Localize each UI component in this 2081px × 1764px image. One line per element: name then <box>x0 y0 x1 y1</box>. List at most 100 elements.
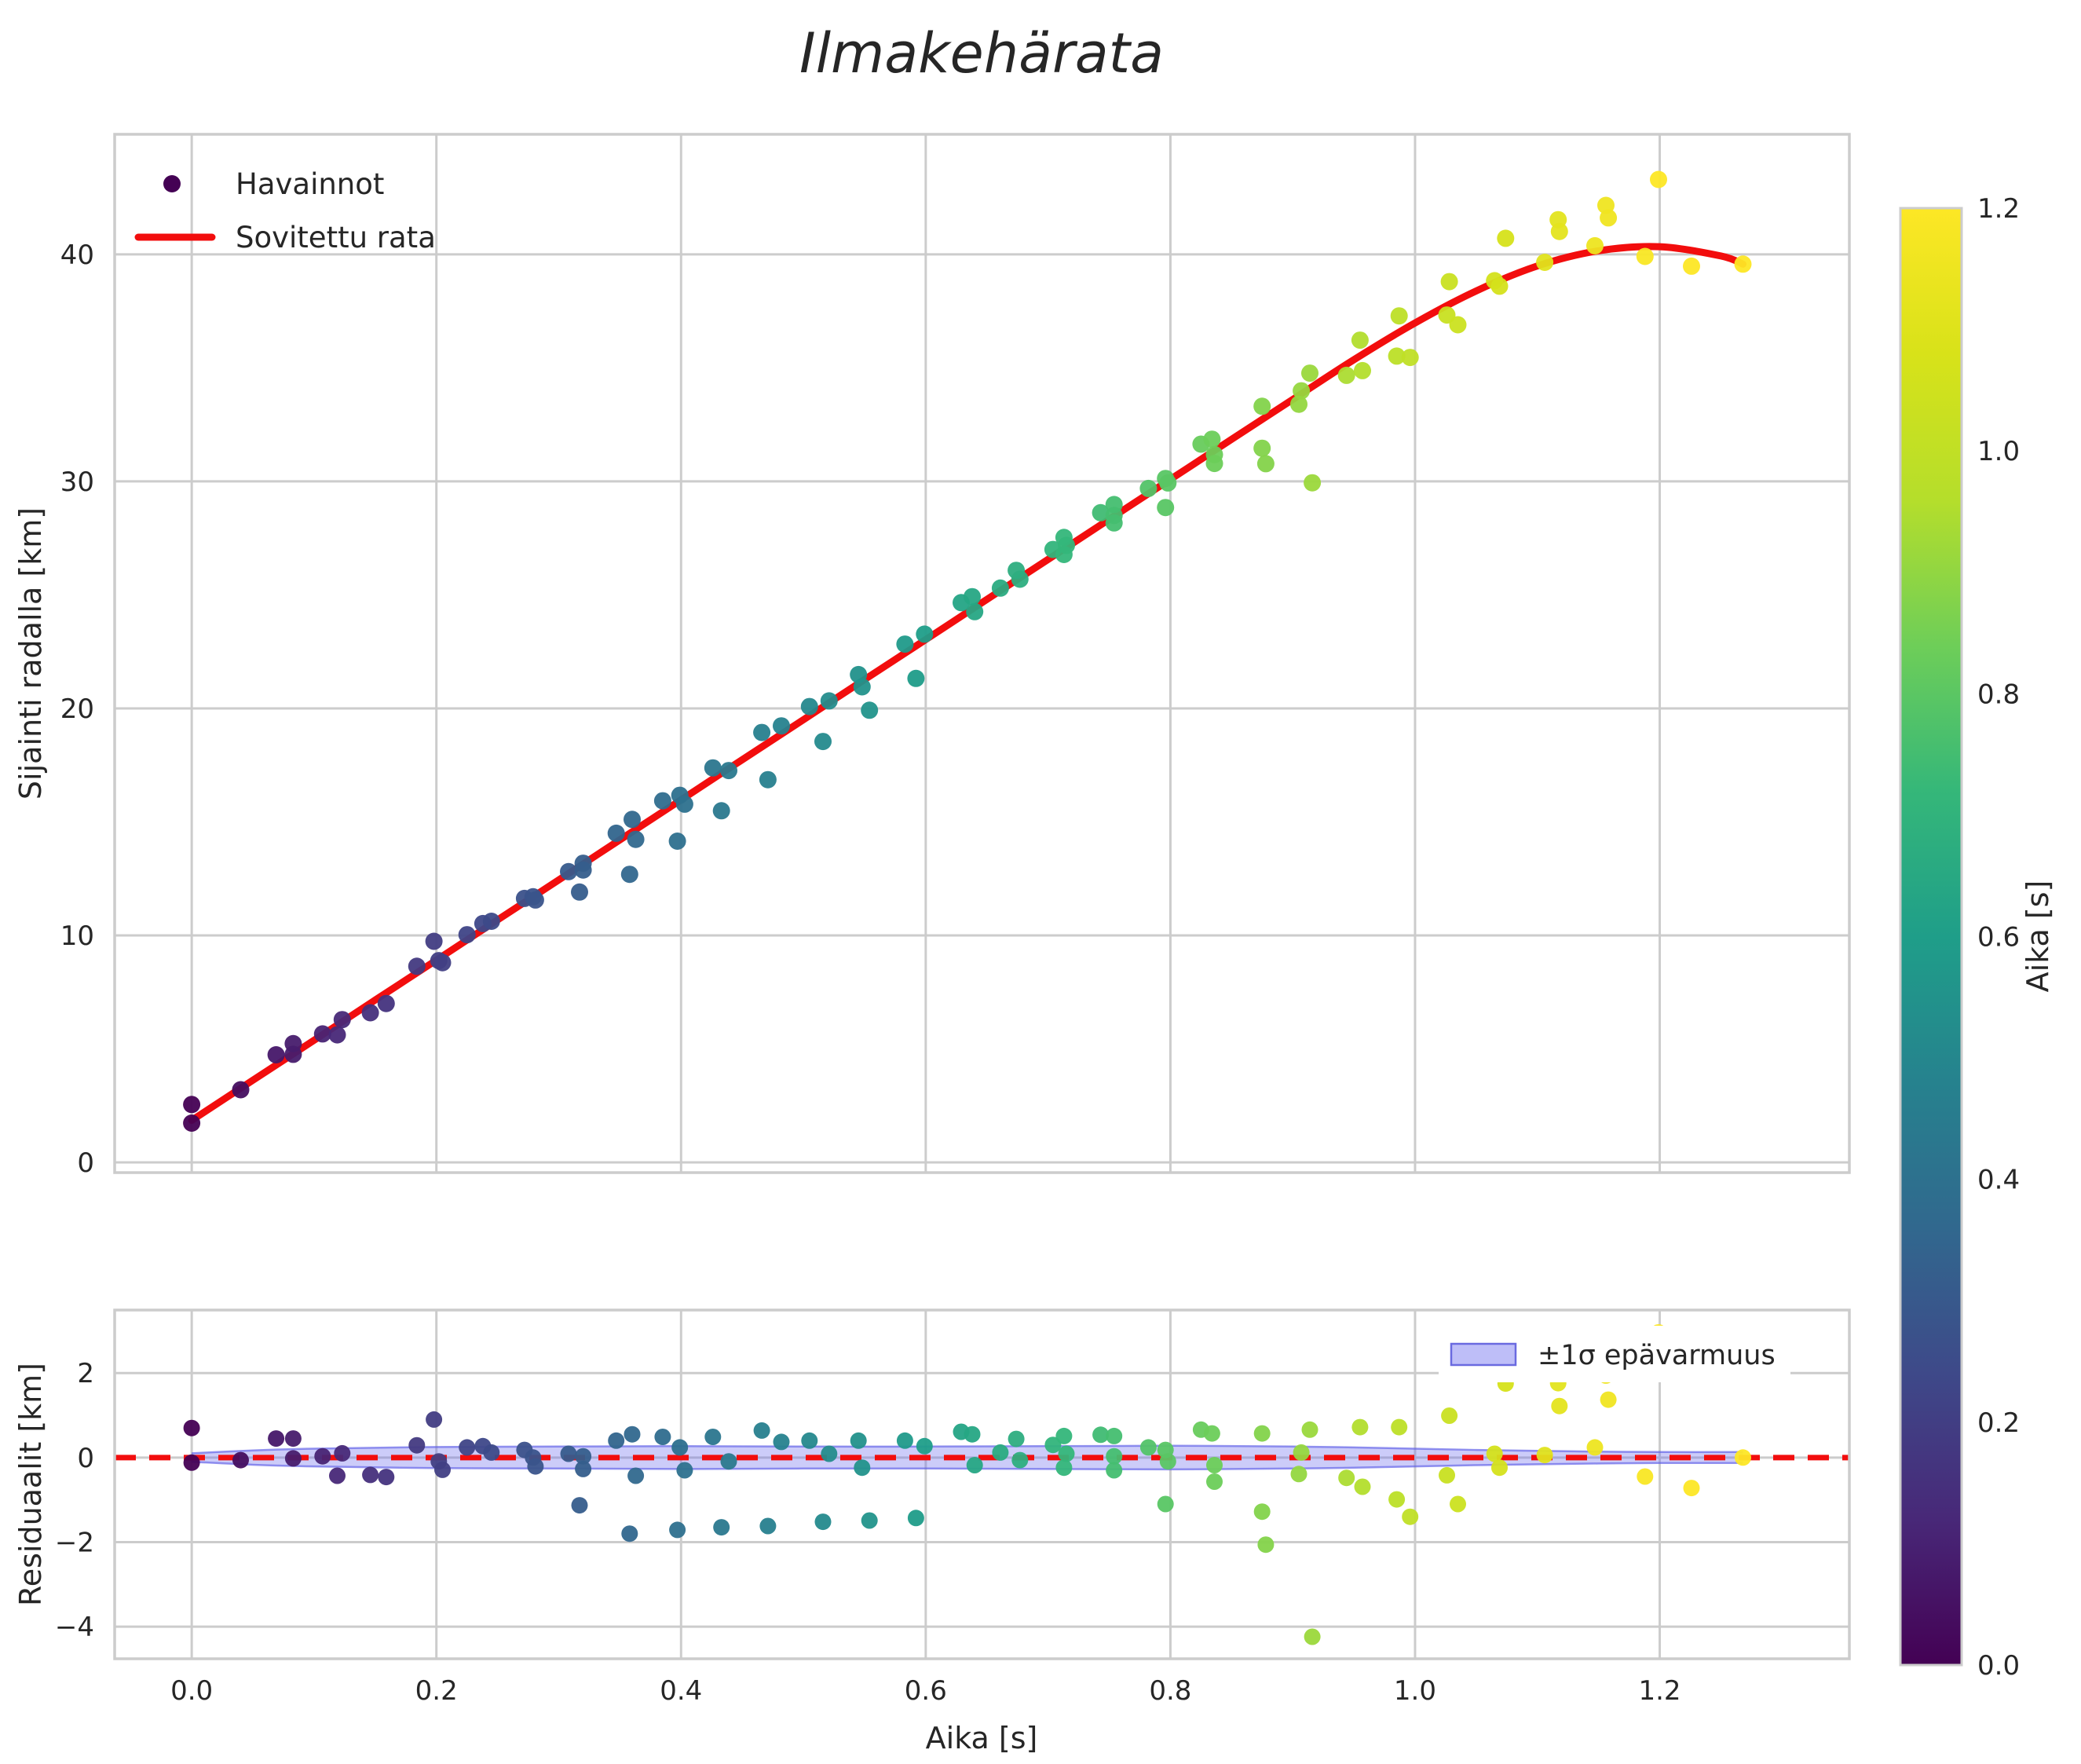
observation-point <box>1157 499 1175 517</box>
residual-point <box>426 1411 443 1428</box>
residual-point <box>896 1432 913 1449</box>
observation-point <box>1159 474 1177 492</box>
legend-label-observations: Havainnot <box>236 167 384 201</box>
residual-y-tick-label: −2 <box>55 1527 94 1558</box>
residual-point <box>720 1453 737 1470</box>
residual-legend: ±1σ epävarmuus <box>1439 1326 1790 1382</box>
observation-point <box>607 824 625 842</box>
x-tick-label: 1.0 <box>1394 1675 1436 1707</box>
main-y-tick-label: 10 <box>60 920 94 952</box>
observation-point <box>377 994 395 1012</box>
observation-point <box>720 762 737 780</box>
uncertainty-band-edge <box>192 1444 1743 1455</box>
observation-point <box>482 913 500 930</box>
residual-point <box>1304 1628 1321 1645</box>
residual-point <box>434 1461 451 1478</box>
residual-point <box>1253 1503 1271 1521</box>
observation-point <box>1105 514 1123 532</box>
residual-point <box>1293 1444 1310 1461</box>
residual-point <box>964 1425 981 1443</box>
residual-point <box>1106 1427 1123 1444</box>
observation-point <box>1253 439 1271 457</box>
residual-point <box>1203 1425 1220 1442</box>
observation-point <box>668 833 686 850</box>
main-y-axis-label: Sijainti radalla [km] <box>13 507 48 800</box>
observation-point <box>1290 395 1307 413</box>
residual-point <box>907 1510 924 1527</box>
observation-point <box>861 701 879 719</box>
observation-point <box>653 792 671 810</box>
observation-point <box>1449 316 1467 334</box>
observation-point <box>1536 254 1554 271</box>
observation-point <box>759 770 777 789</box>
observation-point <box>1440 273 1458 291</box>
observation-point <box>675 795 693 813</box>
residual-data-layer <box>115 1324 1849 1645</box>
observation-point <box>1600 209 1618 227</box>
observation-point <box>1497 229 1515 247</box>
residual-point <box>966 1457 983 1473</box>
x-tick-label: 1.2 <box>1638 1675 1681 1707</box>
observation-point <box>800 697 818 715</box>
residual-point <box>1011 1451 1029 1469</box>
colorbar-tick-label: 0.0 <box>1977 1650 2020 1682</box>
colorbar: 0.0 0.2 0.4 0.6 0.8 1.0 1.2 Aika [s] <box>1899 193 2055 1682</box>
residual-point <box>821 1445 838 1462</box>
observation-point <box>361 1004 379 1022</box>
residual-y-tick-label: −4 <box>55 1612 94 1643</box>
residual-point <box>1253 1425 1271 1442</box>
colorbar-tick-label: 1.0 <box>1977 436 2020 467</box>
residual-y-axis-label: Residuaalit [km] <box>13 1363 48 1606</box>
x-tick-label: 0.8 <box>1149 1675 1191 1707</box>
colorbar-tick-label: 0.2 <box>1977 1407 2020 1439</box>
observation-point <box>853 678 871 696</box>
residual-point <box>654 1429 671 1445</box>
legend-label-band: ±1σ epävarmuus <box>1538 1340 1776 1371</box>
residual-legend-background <box>1439 1326 1790 1382</box>
residual-point <box>1157 1495 1174 1513</box>
observation-point <box>1253 397 1271 415</box>
observation-point <box>1550 222 1568 240</box>
observation-point <box>620 866 638 884</box>
main-data-layer <box>183 170 1752 1132</box>
observation-point <box>1205 455 1223 473</box>
residual-point <box>1338 1469 1355 1487</box>
residual-point <box>1450 1495 1466 1513</box>
residual-point <box>773 1433 790 1451</box>
observation-point <box>560 862 577 880</box>
residual-point <box>1439 1466 1455 1484</box>
fitted-trajectory-line <box>188 243 1746 1124</box>
observation-point <box>916 625 934 643</box>
observation-point <box>333 1011 351 1029</box>
residual-point <box>992 1444 1009 1461</box>
residual-point <box>183 1419 200 1436</box>
observation-point <box>1293 382 1311 400</box>
main-grid <box>115 134 1849 1173</box>
residual-point <box>854 1459 871 1477</box>
observation-point <box>1586 236 1604 254</box>
observation-point <box>571 883 588 901</box>
residual-point <box>1159 1453 1176 1470</box>
residual-point <box>624 1425 641 1443</box>
colorbar-tick-label: 0.8 <box>1977 679 2020 710</box>
observation-point <box>773 717 790 735</box>
colorbar-tick-label: 0.6 <box>1977 922 2020 953</box>
observation-point <box>1139 479 1158 497</box>
residual-point <box>1290 1466 1307 1483</box>
residual-point <box>1044 1436 1062 1454</box>
observation-point <box>183 1096 201 1114</box>
residual-point <box>1206 1457 1223 1473</box>
residual-point <box>1441 1407 1458 1424</box>
main-y-tick-label: 30 <box>60 467 94 498</box>
residual-point <box>560 1445 577 1462</box>
x-tick-label: 0.0 <box>170 1675 213 1707</box>
observation-point <box>408 957 426 975</box>
observation-point <box>1650 170 1667 188</box>
residual-point <box>1586 1439 1604 1456</box>
residual-point <box>1551 1397 1568 1414</box>
residual-point <box>704 1429 722 1445</box>
residual-point <box>1354 1478 1371 1495</box>
observation-point <box>627 830 645 848</box>
legend-band-patch <box>1450 1342 1517 1367</box>
observation-point <box>896 635 914 653</box>
